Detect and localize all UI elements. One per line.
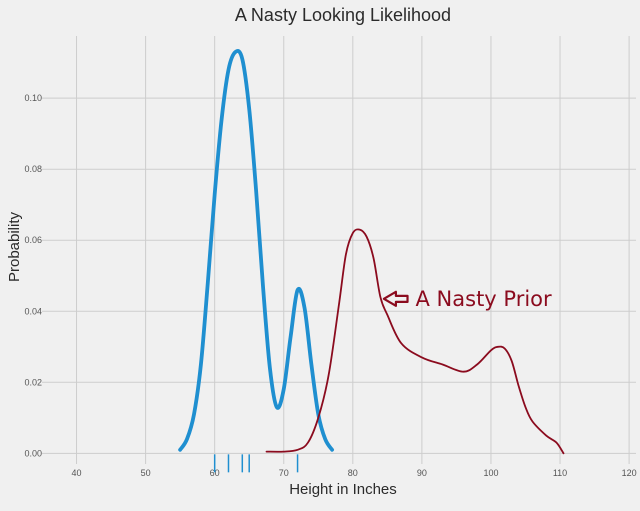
y-tick-label: 0.08 <box>24 164 42 174</box>
y-tick-label: 0.00 <box>24 448 42 458</box>
x-tick-label: 70 <box>279 468 289 478</box>
x-tick-label: 60 <box>210 468 220 478</box>
x-tick-label: 90 <box>417 468 427 478</box>
y-tick-label: 0.02 <box>24 377 42 387</box>
series-lines <box>178 49 565 455</box>
annotation: A Nasty Prior <box>382 287 553 311</box>
y-tick-label: 0.06 <box>24 235 42 245</box>
x-axis-label: Height in Inches <box>289 481 397 498</box>
y-axis-ticks: 0.00 0.02 0.04 0.06 0.08 0.10 <box>24 93 42 458</box>
chart-title: A Nasty Looking Likelihood <box>235 5 451 25</box>
annotation-label: A Nasty Prior <box>416 287 553 311</box>
x-axis-ticks: 40 50 60 70 80 90 100 110 120 <box>72 468 637 478</box>
rug-marks <box>213 454 299 473</box>
x-tick-label: 100 <box>483 468 498 478</box>
prior-line <box>265 228 565 455</box>
x-tick-label: 40 <box>72 468 82 478</box>
annotation-arrow <box>382 290 409 307</box>
grid <box>42 36 636 464</box>
y-tick-label: 0.10 <box>24 93 42 103</box>
x-tick-label: 110 <box>553 468 567 478</box>
x-tick-label: 120 <box>622 468 637 478</box>
likelihood-line <box>178 49 334 452</box>
y-axis-label: Probability <box>6 211 23 282</box>
x-tick-label: 80 <box>348 468 358 478</box>
x-tick-label: 50 <box>141 468 151 478</box>
y-tick-label: 0.04 <box>24 306 42 316</box>
